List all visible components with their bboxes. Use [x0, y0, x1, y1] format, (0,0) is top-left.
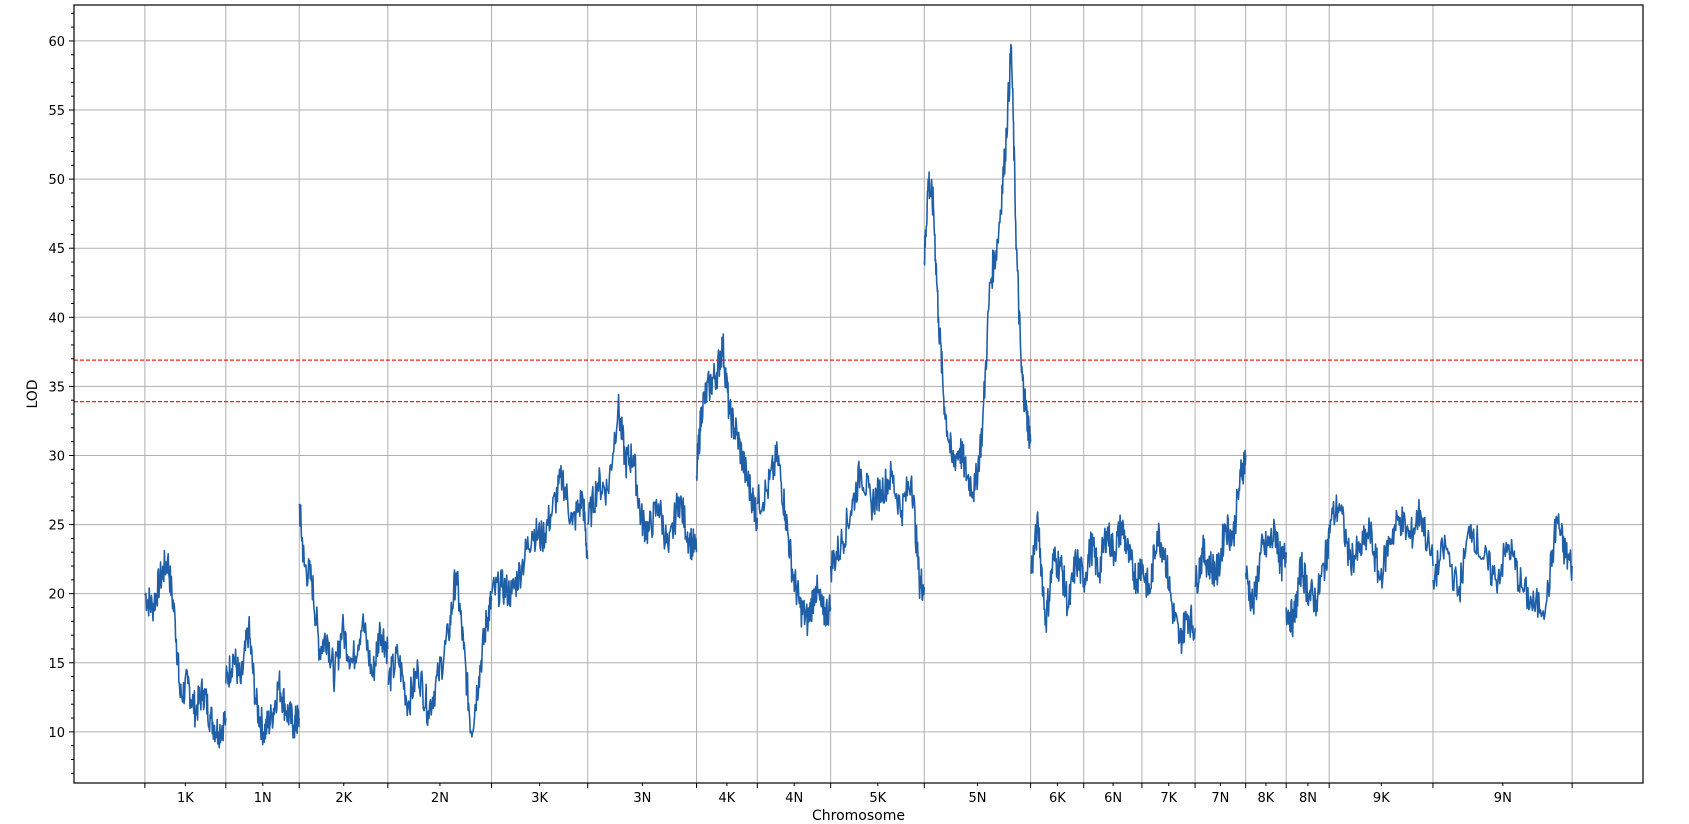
lod-line-8N — [1285, 527, 1330, 638]
y-tick-label: 40 — [48, 311, 65, 326]
chromosome-label: 5K — [869, 791, 886, 806]
lod-line-5K — [829, 460, 926, 602]
chromosome-labels: 1K 1N 2K 2N 3K 3N 4K 4N 5K 5N 6K 6N 7K 7N 8K 8N 9K 9N — [177, 791, 1512, 806]
chromosome-label: 1K — [177, 791, 194, 806]
lod-line-2K — [298, 503, 389, 693]
lod-line-7N — [1194, 449, 1247, 594]
y-tick-label: 60 — [48, 35, 65, 50]
plot-frame — [73, 4, 1644, 784]
y-axis-ticks: 10 15 20 25 30 35 40 45 50 55 60 — [48, 12, 74, 774]
chromosome-label: 7N — [1211, 791, 1229, 806]
y-tick-label: 50 — [48, 173, 65, 188]
lod-series — [144, 43, 1573, 749]
chromosome-label: 2N — [431, 791, 449, 806]
chromosome-label: 4N — [785, 791, 803, 806]
threshold-lines — [74, 359, 1643, 403]
x-gridlines — [144, 5, 1573, 783]
lod-line-6K — [1030, 511, 1085, 633]
y-tick-label: 30 — [48, 449, 65, 464]
lod-line-6N — [1082, 514, 1143, 595]
lod-line-4K — [695, 333, 759, 532]
y-tick-label: 55 — [48, 104, 65, 119]
lod-line-9N — [1432, 513, 1573, 621]
chromosome-label: 6N — [1104, 791, 1122, 806]
lod-line-1K — [144, 549, 227, 749]
y-gridlines — [74, 40, 1643, 733]
chromosome-label: 3K — [531, 791, 548, 806]
lod-line-1N — [225, 615, 300, 746]
lod-line-5N — [923, 43, 1032, 503]
lod-line-2N — [387, 569, 493, 738]
x-axis-label: Chromosome — [812, 808, 905, 824]
lod-line-7K — [1141, 522, 1196, 655]
lod-line-8K — [1244, 518, 1287, 615]
lod-line-3N — [586, 393, 698, 561]
lod-line-9K — [1328, 494, 1434, 589]
chromosome-label: 8K — [1258, 791, 1275, 806]
y-tick-label: 25 — [48, 519, 65, 534]
chromosome-label: 3N — [633, 791, 651, 806]
chromosome-label: 5N — [968, 791, 986, 806]
chromosome-label: 1N — [254, 791, 272, 806]
y-tick-label: 20 — [48, 588, 65, 603]
y-tick-label: 35 — [48, 380, 65, 395]
y-tick-label: 45 — [48, 242, 65, 257]
chromosome-label: 4K — [719, 791, 736, 806]
chromosome-label: 7K — [1160, 791, 1177, 806]
y-tick-label: 10 — [48, 726, 65, 741]
chromosome-label: 6K — [1049, 791, 1066, 806]
chromosome-label: 2K — [335, 791, 352, 806]
chromosome-label: 8N — [1299, 791, 1317, 806]
chromosome-label: 9K — [1373, 791, 1390, 806]
lod-line-3K — [490, 464, 589, 608]
lod-line-4N — [756, 441, 832, 637]
chromosome-label: 9N — [1494, 791, 1512, 806]
y-axis-label: LOD — [25, 379, 41, 408]
y-tick-label: 15 — [48, 657, 65, 672]
x-axis-ticks — [144, 783, 1573, 788]
